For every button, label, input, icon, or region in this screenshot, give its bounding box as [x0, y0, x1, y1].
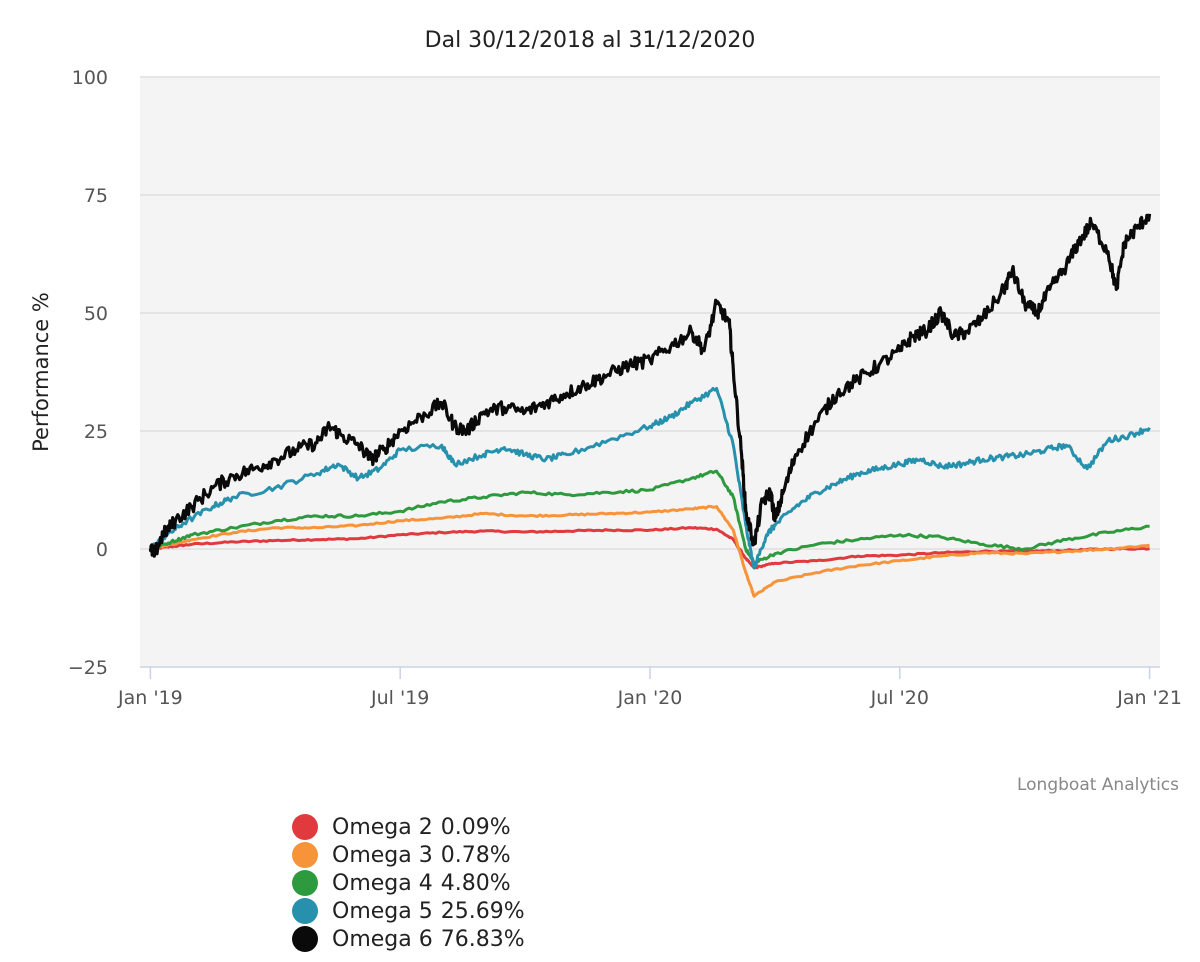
- series-line-omega-4: [150, 469, 1150, 565]
- legend-item[interactable]: Omega 6 76.83%: [292, 925, 533, 953]
- legend-series-value: 25.69%: [440, 898, 525, 924]
- legend-item[interactable]: Omega 5 25.69%: [292, 897, 533, 925]
- legend-series-value: 76.83%: [440, 926, 525, 952]
- legend-series-name: Omega 2: [332, 814, 433, 840]
- legend-item[interactable]: Omega 4 4.80%: [292, 869, 533, 897]
- x-tick-label: Jan '21: [1116, 687, 1182, 709]
- x-tick-label: Jan '20: [617, 687, 683, 709]
- legend-series-name: Omega 6: [332, 926, 433, 952]
- legend-label: Omega 2 0.09%: [332, 815, 519, 840]
- y-tick-label: 25: [84, 421, 108, 443]
- legend-series-value: 4.80%: [440, 870, 511, 896]
- x-tick-label: Jul '19: [370, 687, 429, 709]
- legend-marker-icon: [292, 926, 318, 952]
- y-tick-label: 100: [72, 67, 108, 89]
- chart-legend: Omega 2 0.09% Omega 3 0.78% Omega 4 4.80% Omeg…: [292, 813, 533, 953]
- series-line-omega-3: [150, 504, 1150, 598]
- y-axis-label: Performance %: [29, 292, 53, 452]
- legend-series-value: 0.09%: [440, 814, 511, 840]
- legend-series-name: Omega 3: [332, 842, 433, 868]
- legend-label: Omega 6 76.83%: [332, 927, 533, 952]
- x-tick-label: Jul '20: [870, 687, 929, 709]
- legend-marker-icon: [292, 870, 318, 896]
- y-tick-label: −25: [68, 657, 108, 679]
- chart-credit: Longboat Analytics: [1017, 775, 1179, 795]
- x-tick-label: Jan '19: [117, 687, 183, 709]
- grid-lines: [140, 76, 1160, 550]
- legend-item[interactable]: Omega 3 0.78%: [292, 841, 533, 869]
- series-line-omega-5: [150, 387, 1151, 570]
- x-axis-ticks: Jan '19 Jul '19 Jan '20 Jul '20 Jan '21: [117, 667, 1182, 709]
- legend-label: Omega 3 0.78%: [332, 843, 519, 868]
- legend-label: Omega 5 25.69%: [332, 899, 533, 924]
- legend-marker-icon: [292, 842, 318, 868]
- legend-marker-icon: [292, 814, 318, 840]
- legend-series-value: 0.78%: [440, 842, 511, 868]
- y-tick-label: 75: [84, 185, 108, 207]
- legend-series-name: Omega 5: [332, 898, 433, 924]
- chart-title: Dal 30/12/2018 al 31/12/2020: [425, 28, 756, 53]
- series-line-omega-6: [148, 213, 1152, 558]
- legend-label: Omega 4 4.80%: [332, 871, 519, 896]
- y-tick-label: 0: [96, 539, 108, 561]
- y-tick-label: 50: [84, 303, 108, 325]
- legend-series-name: Omega 4: [332, 870, 433, 896]
- legend-marker-icon: [292, 898, 318, 924]
- series-lines: [148, 213, 1152, 598]
- y-axis-ticks: −25 0 25 50 75 100: [68, 67, 108, 679]
- series-line-omega-2: [150, 526, 1150, 570]
- legend-item[interactable]: Omega 2 0.09%: [292, 813, 533, 841]
- plot-background: [140, 77, 1160, 667]
